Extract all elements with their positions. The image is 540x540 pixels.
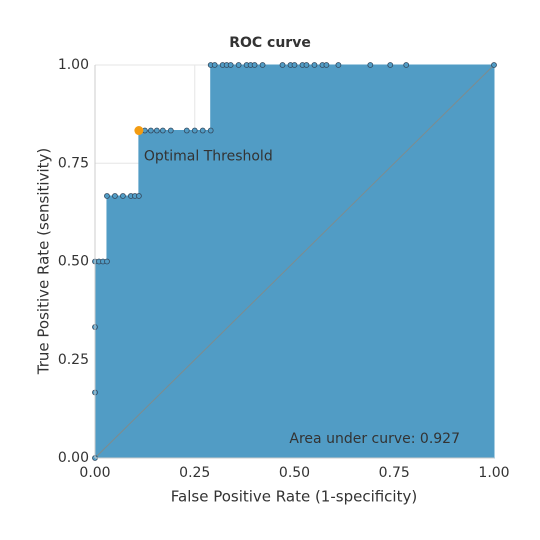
roc-point — [211, 62, 218, 68]
roc-point — [235, 62, 242, 68]
chart-title: ROC curve — [229, 35, 311, 51]
roc-point — [207, 127, 214, 134]
x-tick-label: 1.00 — [478, 465, 509, 481]
roc-point — [291, 62, 298, 68]
optimal-point — [134, 126, 144, 136]
x-tick-label: 0.75 — [379, 465, 410, 481]
roc-point — [135, 193, 142, 199]
roc-point — [367, 62, 374, 68]
roc-point — [259, 62, 266, 68]
roc-point — [323, 62, 330, 68]
roc-point — [403, 62, 410, 68]
roc-point — [167, 127, 174, 134]
diagonal-line — [94, 64, 495, 459]
roc-point — [147, 127, 154, 134]
roc-point — [120, 193, 126, 199]
y-axis-label: True Positive Rate (sensitivity) — [35, 148, 53, 375]
roc-point — [104, 258, 110, 265]
roc-point — [303, 62, 310, 68]
roc-point — [199, 127, 206, 134]
y-tick-label: 0.00 — [58, 450, 89, 466]
roc-point — [104, 193, 110, 199]
roc-point — [191, 127, 198, 134]
roc-point — [491, 62, 497, 68]
roc-point — [279, 62, 286, 68]
roc-point — [159, 127, 166, 134]
roc-point — [183, 127, 190, 134]
y-tick-label: 1.00 — [58, 57, 89, 73]
y-tick-label: 0.50 — [58, 254, 89, 270]
optimal-label: Optimal Threshold — [144, 149, 273, 165]
y-tick-label: 0.75 — [58, 155, 89, 171]
roc-point — [227, 62, 234, 68]
auc-annotation: Area under curve: 0.927 — [289, 431, 460, 447]
x-tick-label: 0.00 — [79, 465, 110, 481]
x-tick-label: 0.25 — [179, 465, 210, 481]
roc-point — [387, 62, 394, 68]
roc-point — [311, 62, 318, 68]
roc-point — [251, 62, 258, 68]
roc-point — [112, 193, 118, 199]
roc-point — [153, 127, 160, 134]
roc-point — [335, 62, 342, 68]
x-tick-label: 0.50 — [279, 465, 310, 481]
x-axis-label: False Positive Rate (1-specificity) — [171, 488, 417, 506]
y-tick-label: 0.25 — [58, 352, 89, 368]
